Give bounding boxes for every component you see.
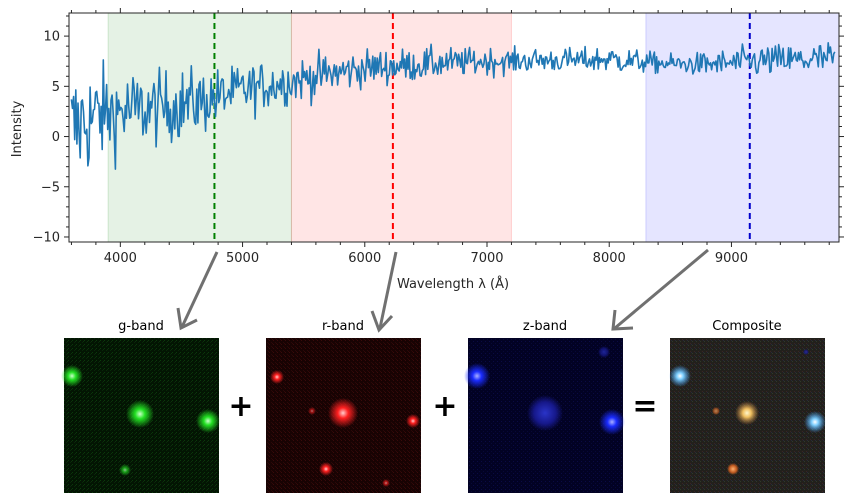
y-tick-label: 0 <box>52 130 60 145</box>
y-axis-title: Intensity <box>10 100 25 157</box>
g-star-1 <box>61 365 83 387</box>
composite-title: Composite <box>712 319 781 334</box>
x-tick-label: 8000 <box>593 251 626 266</box>
r-star-4 <box>308 407 316 415</box>
composite-star-2 <box>804 411 826 433</box>
g-galaxy <box>126 400 154 428</box>
y-tick-label: −5 <box>41 180 60 195</box>
r-star-5 <box>382 479 390 487</box>
arrow-to-r-band <box>370 251 398 333</box>
g-star-3 <box>119 464 131 476</box>
composite-galaxy <box>735 401 759 425</box>
composite-star-4 <box>712 407 720 415</box>
arrow-to-g-band <box>176 251 219 331</box>
filter-bands <box>107 12 840 243</box>
y-tick-label: 5 <box>52 80 60 95</box>
band-center-lines <box>213 13 751 242</box>
z-band-title: z-band <box>523 319 567 334</box>
x-tick-label: 9000 <box>715 251 748 266</box>
composite-star-5 <box>803 349 809 355</box>
composite-panel: Composite <box>669 319 826 493</box>
x-tick-label: 4000 <box>104 251 137 266</box>
spectrum-line <box>70 41 836 170</box>
y-axis-ticks: −10 −5 0 5 10 <box>33 15 844 245</box>
plus-operator-2: + <box>432 389 457 424</box>
y-tick-label: 10 <box>43 30 60 45</box>
band-arrows <box>176 248 709 333</box>
y-tick-label: −10 <box>33 230 60 245</box>
plot-frame <box>68 12 840 243</box>
g-band-region <box>107 12 292 243</box>
spectrum-series <box>70 41 836 170</box>
r-star-2 <box>406 414 420 428</box>
r-star-3 <box>319 462 333 476</box>
plus-operator-1: + <box>228 389 253 424</box>
z-band-panel: z-band <box>464 319 625 493</box>
r-band-panel: r-band <box>266 319 421 493</box>
x-axis-ticks: 4000 5000 6000 7000 8000 9000 <box>70 8 830 266</box>
g-band-panel: g-band <box>61 319 220 493</box>
z-star-3 <box>598 346 610 358</box>
arrow-to-z-band <box>611 248 709 331</box>
g-star-2 <box>196 409 220 433</box>
composite-star-3 <box>727 463 739 475</box>
r-band-title: r-band <box>322 319 364 334</box>
equals-operator: = <box>632 389 657 424</box>
r-band-region <box>290 12 512 243</box>
x-axis-title: Wavelength λ (Å) <box>397 276 509 292</box>
z-star-1 <box>464 363 490 389</box>
r-galaxy <box>328 398 358 428</box>
x-tick-label: 6000 <box>348 251 381 266</box>
composite-star-1 <box>669 365 691 387</box>
z-galaxy <box>527 395 563 431</box>
r-star-1 <box>270 370 284 384</box>
x-tick-label: 7000 <box>470 251 503 266</box>
z-star-2 <box>599 409 625 435</box>
band-image-panels: g-band + r-band + z-band = <box>61 319 826 493</box>
x-tick-label: 5000 <box>226 251 259 266</box>
g-band-title: g-band <box>118 319 164 334</box>
spectrum-chart: 4000 5000 6000 7000 8000 9000 −10 −5 0 5 10 Wavel… <box>10 8 844 292</box>
